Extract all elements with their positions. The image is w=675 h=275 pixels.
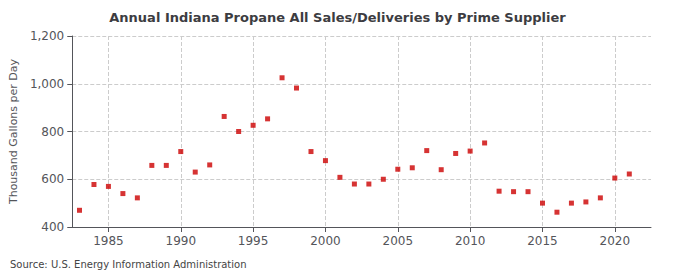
svg-text:2015: 2015 [527, 234, 558, 248]
svg-text:800: 800 [41, 125, 64, 139]
svg-text:1990: 1990 [165, 234, 196, 248]
svg-text:2010: 2010 [455, 234, 486, 248]
svg-text:1,200: 1,200 [30, 29, 64, 43]
svg-text:2005: 2005 [383, 234, 414, 248]
svg-text:Source: U.S. Energy Informatio: Source: U.S. Energy Information Administ… [10, 259, 247, 270]
svg-text:2020: 2020 [600, 234, 631, 248]
svg-text:1,000: 1,000 [30, 77, 64, 91]
svg-text:1995: 1995 [238, 234, 269, 248]
svg-text:400: 400 [41, 220, 64, 234]
svg-text:1985: 1985 [93, 234, 124, 248]
svg-text:Thousand Gallons per Day: Thousand Gallons per Day [7, 58, 20, 205]
svg-text:Annual Indiana Propane All Sal: Annual Indiana Propane All Sales/Deliver… [109, 10, 566, 25]
svg-text:2000: 2000 [310, 234, 341, 248]
svg-text:600: 600 [41, 172, 64, 186]
